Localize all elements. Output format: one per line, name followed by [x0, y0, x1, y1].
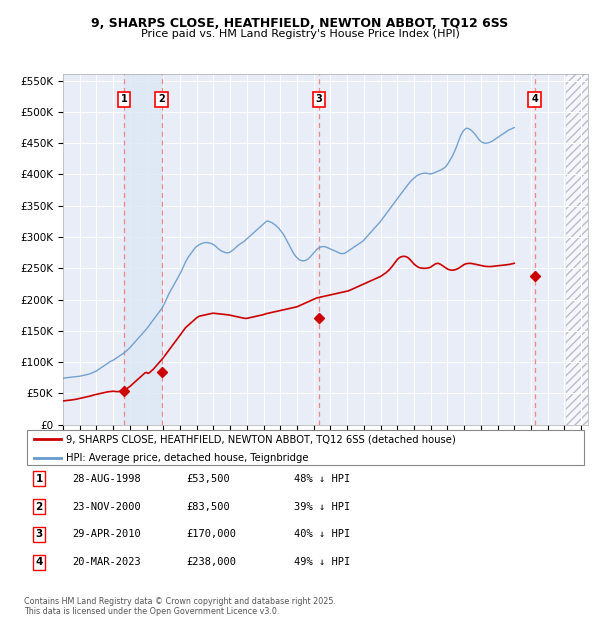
FancyBboxPatch shape [27, 430, 584, 466]
Text: Contains HM Land Registry data © Crown copyright and database right 2025.: Contains HM Land Registry data © Crown c… [24, 597, 336, 606]
Text: 4: 4 [531, 94, 538, 104]
Text: 1: 1 [121, 94, 127, 104]
Text: £53,500: £53,500 [186, 474, 230, 484]
Text: 3: 3 [316, 94, 322, 104]
Text: 39% ↓ HPI: 39% ↓ HPI [294, 502, 350, 512]
Text: 29-APR-2010: 29-APR-2010 [72, 529, 141, 539]
Text: 48% ↓ HPI: 48% ↓ HPI [294, 474, 350, 484]
Text: HPI: Average price, detached house, Teignbridge: HPI: Average price, detached house, Teig… [66, 453, 309, 463]
Text: £83,500: £83,500 [186, 502, 230, 512]
Bar [566, 74, 588, 425]
Bar [124, 74, 161, 425]
Text: 4: 4 [35, 557, 43, 567]
Text: Price paid vs. HM Land Registry's House Price Index (HPI): Price paid vs. HM Land Registry's House … [140, 29, 460, 39]
Text: 2: 2 [35, 502, 43, 512]
Text: 40% ↓ HPI: 40% ↓ HPI [294, 529, 350, 539]
Text: 2: 2 [158, 94, 165, 104]
Text: This data is licensed under the Open Government Licence v3.0.: This data is licensed under the Open Gov… [24, 606, 280, 616]
Text: 9, SHARPS CLOSE, HEATHFIELD, NEWTON ABBOT, TQ12 6SS (detached house): 9, SHARPS CLOSE, HEATHFIELD, NEWTON ABBO… [66, 434, 456, 444]
Text: 49% ↓ HPI: 49% ↓ HPI [294, 557, 350, 567]
Text: £238,000: £238,000 [186, 557, 236, 567]
Text: 20-MAR-2023: 20-MAR-2023 [72, 557, 141, 567]
Bar [566, 74, 588, 425]
Text: 23-NOV-2000: 23-NOV-2000 [72, 502, 141, 512]
Text: 9, SHARPS CLOSE, HEATHFIELD, NEWTON ABBOT, TQ12 6SS: 9, SHARPS CLOSE, HEATHFIELD, NEWTON ABBO… [91, 17, 509, 30]
Text: £170,000: £170,000 [186, 529, 236, 539]
Text: 1: 1 [35, 474, 43, 484]
Text: 28-AUG-1998: 28-AUG-1998 [72, 474, 141, 484]
Text: 3: 3 [35, 529, 43, 539]
